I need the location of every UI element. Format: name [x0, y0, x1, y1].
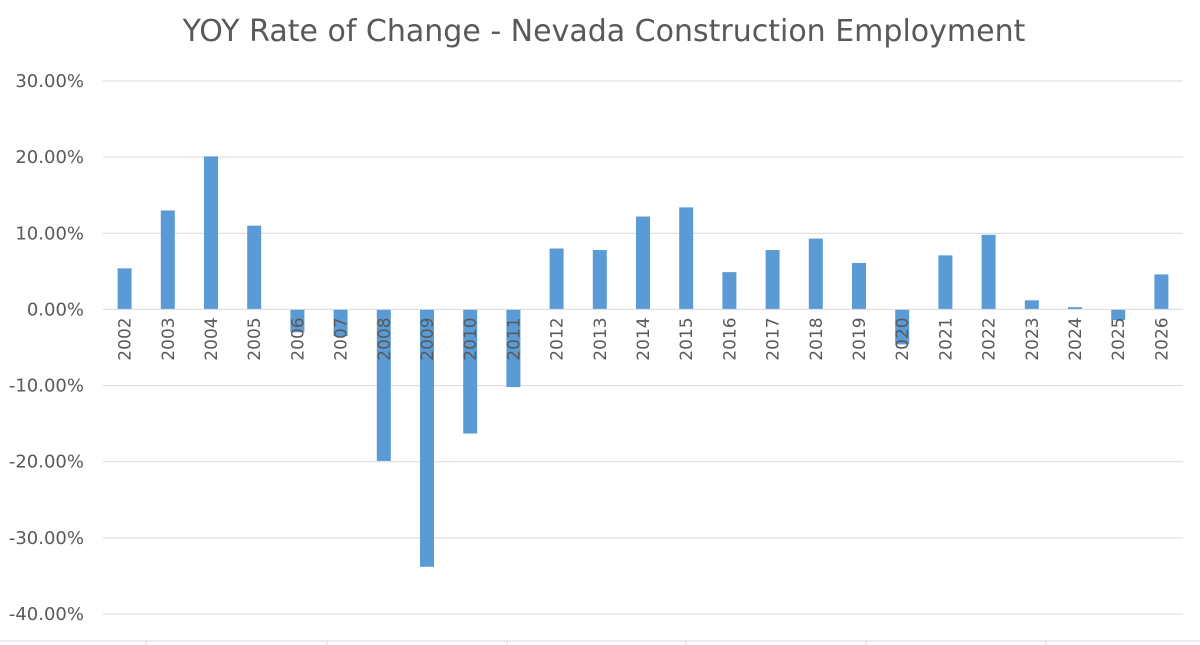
x-tick-label: 2014: [634, 317, 654, 360]
bar-2004: [204, 156, 218, 310]
bar-2009: [420, 309, 434, 567]
y-tick-label: 10.00%: [15, 223, 84, 244]
x-tick-label: 2024: [1066, 317, 1086, 360]
bar-2026: [1154, 274, 1169, 310]
bar-2020: [895, 309, 910, 345]
bar-2021: [938, 255, 953, 310]
x-tick-label: 2007: [332, 317, 352, 360]
bar-2005: [247, 225, 262, 310]
bar-2019: [852, 262, 866, 310]
x-tick-label: 2011: [504, 317, 524, 360]
x-tick-label: 2003: [159, 317, 179, 360]
bar-2025: [1111, 309, 1126, 321]
bar-2016: [722, 272, 737, 310]
bar-2007: [333, 309, 348, 337]
y-tick-label: -40.00%: [9, 604, 84, 625]
bars: [117, 156, 1169, 567]
bar-2006: [290, 309, 305, 333]
x-tick-label: 2025: [1109, 317, 1129, 360]
x-tick-label: 2018: [807, 317, 827, 360]
x-tick-label: 2021: [936, 317, 956, 360]
bar-2015: [679, 207, 694, 310]
x-tick-label: 2008: [375, 317, 395, 360]
bar-2024: [1068, 307, 1082, 310]
chart-bottom-ticks: [145, 641, 1047, 645]
y-tick-label: 30.00%: [15, 71, 84, 92]
x-tick-label: 2005: [245, 317, 265, 360]
bar-2014: [636, 216, 650, 310]
bar-2003: [160, 210, 175, 310]
y-axis-tick-labels: 30.00% 20.00% 10.00% 0.00% -10.00% -20.00% -30…: [9, 71, 84, 625]
x-tick-label: 2013: [591, 317, 611, 360]
x-tick-label: 2016: [720, 317, 740, 360]
bar-2013: [592, 250, 607, 310]
x-tick-label: 2019: [850, 317, 870, 360]
x-tick-label: 2010: [461, 317, 481, 360]
x-tick-label: 2026: [1152, 317, 1172, 360]
x-axis-tick-labels: 2002 2003 2004 2005 2006 2007 2008 2009 2010 2011…: [116, 317, 1173, 360]
x-tick-label: 2017: [764, 317, 784, 360]
chart-title: YOY Rate of Change - Nevada Construction…: [182, 14, 1026, 49]
bar-2023: [1024, 300, 1039, 310]
bar-2002: [117, 268, 132, 310]
bar-2011: [506, 309, 521, 388]
x-tick-label: 2009: [418, 317, 438, 360]
bar-2018: [808, 238, 823, 310]
y-tick-label: -20.00%: [9, 452, 84, 473]
y-tick-label: -30.00%: [9, 528, 84, 549]
x-tick-label: 2002: [116, 317, 136, 360]
bar-2008: [376, 309, 391, 461]
bar-2012: [549, 248, 564, 310]
y-tick-label: 0.00%: [27, 299, 84, 320]
x-tick-label: 2004: [202, 317, 222, 360]
x-tick-label: 2023: [1023, 317, 1043, 360]
bar-2017: [765, 250, 780, 310]
bar-2010: [463, 309, 478, 434]
x-tick-label: 2022: [980, 317, 1000, 360]
x-tick-label: 2015: [677, 317, 697, 360]
x-tick-label: 2020: [893, 317, 913, 360]
y-tick-label: -10.00%: [9, 376, 84, 397]
bar-2022: [981, 234, 996, 310]
y-tick-label: 20.00%: [15, 147, 84, 168]
x-tick-label: 2012: [548, 317, 568, 360]
x-tick-label: 2006: [288, 317, 308, 360]
